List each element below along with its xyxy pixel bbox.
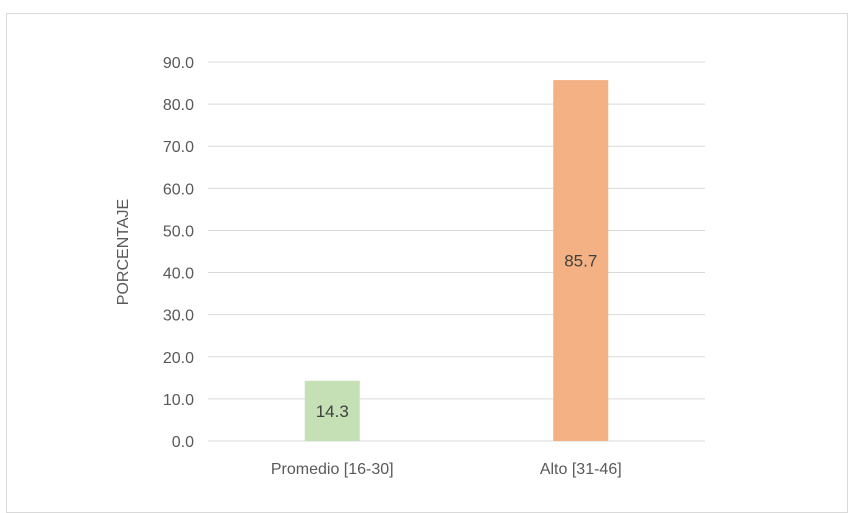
y-tick-label: 40.0 [163, 266, 194, 283]
bars [304, 80, 609, 441]
bar-chart: 0.010.020.030.040.050.060.070.080.090.0 … [115, 55, 705, 478]
data-label: 85.7 [564, 252, 597, 271]
bar [304, 380, 360, 441]
y-axis-title: PORCENTAJE [115, 199, 132, 305]
x-tick-label: Alto [31-46] [540, 461, 622, 478]
y-tick-label: 90.0 [163, 55, 194, 72]
x-tick-label: Promedio [16-30] [271, 461, 394, 478]
y-tick-label: 0.0 [172, 434, 194, 451]
x-tick-labels: Promedio [16-30] Alto [31-46] [271, 461, 622, 478]
bar [553, 80, 609, 441]
gridlines [208, 61, 705, 442]
y-tick-label: 10.0 [163, 392, 194, 409]
y-tick-label: 50.0 [163, 223, 194, 240]
y-tick-label: 30.0 [163, 308, 194, 325]
data-labels: 14.3 85.7 [316, 252, 598, 421]
chart-frame [6, 13, 848, 513]
y-tick-labels: 0.0 10.0 20.0 30.0 40.0 50.0 60.0 70.0 80.0 90.0 [163, 55, 194, 451]
y-tick-label: 60.0 [163, 181, 194, 198]
y-tick-label: 80.0 [163, 97, 194, 114]
data-label: 14.3 [316, 402, 349, 421]
y-tick-label: 20.0 [163, 350, 194, 367]
y-tick-label: 70.0 [163, 139, 194, 156]
